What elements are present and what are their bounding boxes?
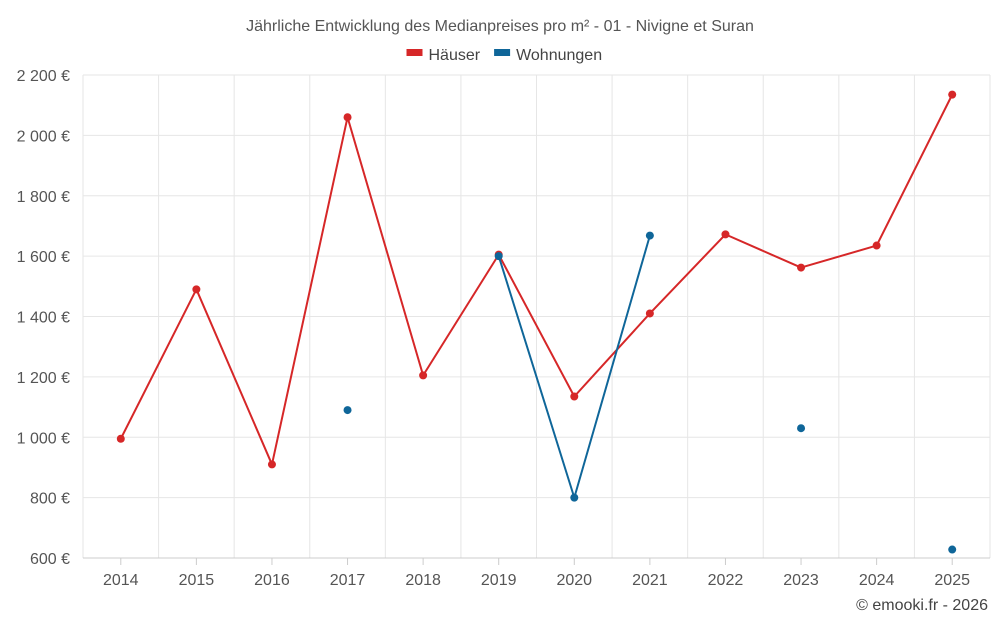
grid <box>82 74 991 559</box>
data-point <box>494 252 503 261</box>
y-tick-label: 1 800 € <box>17 189 70 206</box>
legend-label: Häuser <box>429 47 481 64</box>
x-tick-label: 2024 <box>859 572 895 589</box>
y-tick-label: 1 400 € <box>17 310 70 327</box>
x-axis: 2014 2015 2016 2017 2018 2019 2020 2021 2022 2023… <box>83 557 990 589</box>
data-point <box>797 263 806 272</box>
data-point <box>948 90 957 99</box>
data-point <box>116 434 125 443</box>
x-tick-label: 2022 <box>708 572 744 589</box>
x-tick-label: 2020 <box>556 572 592 589</box>
legend-label: Wohnungen <box>516 47 602 64</box>
data-point <box>192 285 201 294</box>
data-point <box>948 545 957 554</box>
y-tick-label: 800 € <box>30 491 70 508</box>
y-tick-label: 2 200 € <box>17 68 70 85</box>
x-tick-label: 2014 <box>103 572 139 589</box>
x-tick-label: 2021 <box>632 572 668 589</box>
y-tick-label: 1 000 € <box>17 430 70 447</box>
data-point <box>343 113 352 122</box>
data-point <box>570 493 579 502</box>
legend-item-wohnungen[interactable]: Wohnungen <box>494 47 602 64</box>
footer-credit: © emooki.fr - 2026 <box>856 597 988 614</box>
data-point <box>570 392 579 401</box>
y-axis: 600 € 800 € 1 000 € 1 200 € 1 400 € 1 600 € 1 … <box>17 68 70 568</box>
legend: Häuser Wohnungen <box>406 47 602 64</box>
legend-swatch <box>494 49 511 56</box>
data-point <box>343 406 352 415</box>
chart-title: Jährliche Entwicklung des Medianpreises … <box>246 18 754 35</box>
series-line <box>119 94 954 466</box>
data-point <box>645 309 654 318</box>
x-tick-label: 2016 <box>254 572 290 589</box>
y-tick-label: 1 600 € <box>17 249 70 266</box>
series-layer <box>116 90 957 554</box>
series-wohnungen <box>343 231 957 554</box>
x-tick-label: 2023 <box>783 572 819 589</box>
legend-item-h-user[interactable]: Häuser <box>406 47 481 64</box>
x-tick-label: 2019 <box>481 572 517 589</box>
data-point <box>419 371 428 380</box>
x-tick-label: 2025 <box>934 572 970 589</box>
y-tick-label: 1 200 € <box>17 370 70 387</box>
legend-swatch <box>406 49 423 56</box>
data-point <box>645 231 654 240</box>
y-tick-label: 600 € <box>30 551 70 568</box>
x-tick-label: 2018 <box>405 572 441 589</box>
data-point <box>872 241 881 250</box>
x-tick-label: 2015 <box>179 572 215 589</box>
data-point <box>721 230 730 239</box>
series-h-user <box>116 90 957 469</box>
series-line <box>497 235 651 499</box>
y-tick-label: 2 000 € <box>17 128 70 145</box>
data-point <box>797 424 806 433</box>
x-tick-label: 2017 <box>330 572 366 589</box>
data-point <box>267 460 276 469</box>
